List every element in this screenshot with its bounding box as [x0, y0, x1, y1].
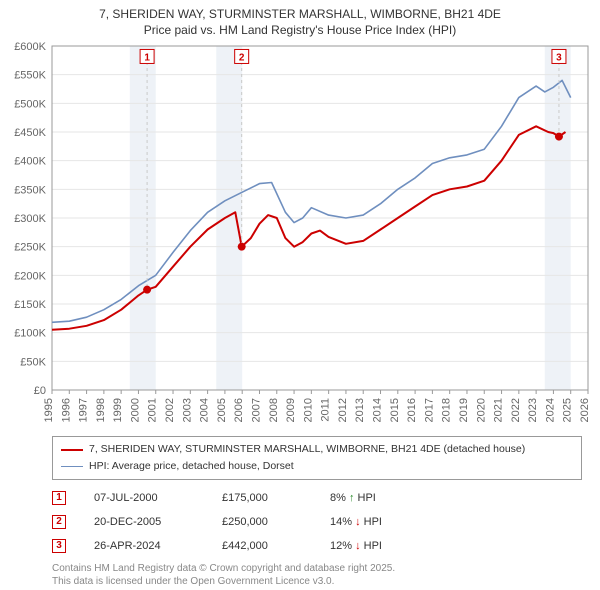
svg-text:2017: 2017 [423, 398, 435, 422]
svg-text:2022: 2022 [510, 398, 522, 422]
svg-text:2008: 2008 [268, 398, 280, 422]
marker-price: £442,000 [222, 540, 322, 552]
marker-pct: 12% ↓ HPI [330, 540, 440, 552]
marker-price: £250,000 [222, 516, 322, 528]
svg-text:£350K: £350K [14, 185, 46, 197]
svg-text:2010: 2010 [302, 398, 314, 422]
legend-label: 7, SHERIDEN WAY, STURMINSTER MARSHALL, W… [89, 441, 525, 458]
svg-text:£200K: £200K [14, 271, 46, 283]
title-line-2: Price paid vs. HM Land Registry's House … [10, 22, 590, 38]
svg-text:£100K: £100K [14, 328, 46, 340]
svg-text:1997: 1997 [78, 398, 90, 422]
marker-pct: 14% ↓ HPI [330, 516, 440, 528]
svg-text:2002: 2002 [164, 398, 176, 422]
footnote: Contains HM Land Registry data © Crown c… [52, 562, 582, 588]
svg-text:1998: 1998 [95, 398, 107, 422]
line-chart-svg: £0 £50K £100K £150K £200K £250K £300K £350K £400… [0, 40, 600, 430]
svg-text:2021: 2021 [493, 398, 505, 422]
legend-label: HPI: Average price, detached house, Dors… [89, 458, 294, 475]
svg-text:2020: 2020 [475, 398, 487, 422]
svg-text:£0: £0 [34, 385, 46, 397]
svg-text:2006: 2006 [233, 398, 245, 422]
svg-text:2007: 2007 [250, 398, 262, 422]
svg-text:2009: 2009 [285, 398, 297, 422]
marker-pct: 8% ↑ HPI [330, 492, 440, 504]
svg-text:£550K: £550K [14, 70, 46, 82]
svg-text:2024: 2024 [544, 398, 556, 422]
svg-text:1: 1 [144, 53, 150, 64]
svg-text:2011: 2011 [320, 398, 332, 422]
svg-text:2014: 2014 [372, 398, 384, 422]
legend-item: 7, SHERIDEN WAY, STURMINSTER MARSHALL, W… [61, 441, 573, 458]
marker-price: £175,000 [222, 492, 322, 504]
marker-badge: 1 [52, 491, 66, 505]
legend-item: HPI: Average price, detached house, Dors… [61, 458, 573, 475]
svg-text:1995: 1995 [43, 398, 55, 422]
svg-text:2016: 2016 [406, 398, 418, 422]
legend-swatch [61, 449, 83, 451]
marker-badge: 2 [52, 515, 66, 529]
svg-text:2023: 2023 [527, 398, 539, 422]
svg-text:2000: 2000 [129, 398, 141, 422]
marker-row: 3 26-APR-2024 £442,000 12% ↓ HPI [52, 534, 582, 558]
footnote-line-2: This data is licensed under the Open Gov… [52, 575, 582, 588]
svg-text:2005: 2005 [216, 398, 228, 422]
legend: 7, SHERIDEN WAY, STURMINSTER MARSHALL, W… [52, 436, 582, 480]
svg-text:2004: 2004 [199, 398, 211, 422]
svg-text:2019: 2019 [458, 398, 470, 422]
svg-text:£400K: £400K [14, 156, 46, 168]
svg-text:2001: 2001 [147, 398, 159, 422]
svg-text:2: 2 [239, 53, 245, 64]
svg-text:£500K: £500K [14, 99, 46, 111]
svg-text:3: 3 [556, 53, 562, 64]
marker-row: 1 07-JUL-2000 £175,000 8% ↑ HPI [52, 486, 582, 510]
svg-text:2015: 2015 [389, 398, 401, 422]
svg-text:2013: 2013 [354, 398, 366, 422]
chart-area: £0 £50K £100K £150K £200K £250K £300K £350K £400… [0, 40, 600, 430]
footnote-line-1: Contains HM Land Registry data © Crown c… [52, 562, 582, 575]
svg-text:2025: 2025 [562, 398, 574, 422]
marker-date: 20-DEC-2005 [94, 516, 214, 528]
marker-date: 07-JUL-2000 [94, 492, 214, 504]
marker-date: 26-APR-2024 [94, 540, 214, 552]
svg-text:£450K: £450K [14, 127, 46, 139]
svg-text:£250K: £250K [14, 242, 46, 254]
svg-text:2018: 2018 [441, 398, 453, 422]
svg-text:1996: 1996 [60, 398, 72, 422]
title-line-1: 7, SHERIDEN WAY, STURMINSTER MARSHALL, W… [10, 6, 590, 22]
legend-swatch [61, 466, 83, 467]
marker-row: 2 20-DEC-2005 £250,000 14% ↓ HPI [52, 510, 582, 534]
chart-title: 7, SHERIDEN WAY, STURMINSTER MARSHALL, W… [0, 0, 600, 40]
svg-text:1999: 1999 [112, 398, 124, 422]
svg-text:£600K: £600K [14, 41, 46, 53]
marker-badge: 3 [52, 539, 66, 553]
svg-text:2026: 2026 [579, 398, 591, 422]
svg-text:£300K: £300K [14, 213, 46, 225]
svg-text:£150K: £150K [14, 299, 46, 311]
svg-text:£50K: £50K [20, 357, 46, 369]
svg-text:2003: 2003 [181, 398, 193, 422]
marker-table: 1 07-JUL-2000 £175,000 8% ↑ HPI 2 20-DEC-2005… [52, 486, 582, 558]
svg-text:2012: 2012 [337, 398, 349, 422]
